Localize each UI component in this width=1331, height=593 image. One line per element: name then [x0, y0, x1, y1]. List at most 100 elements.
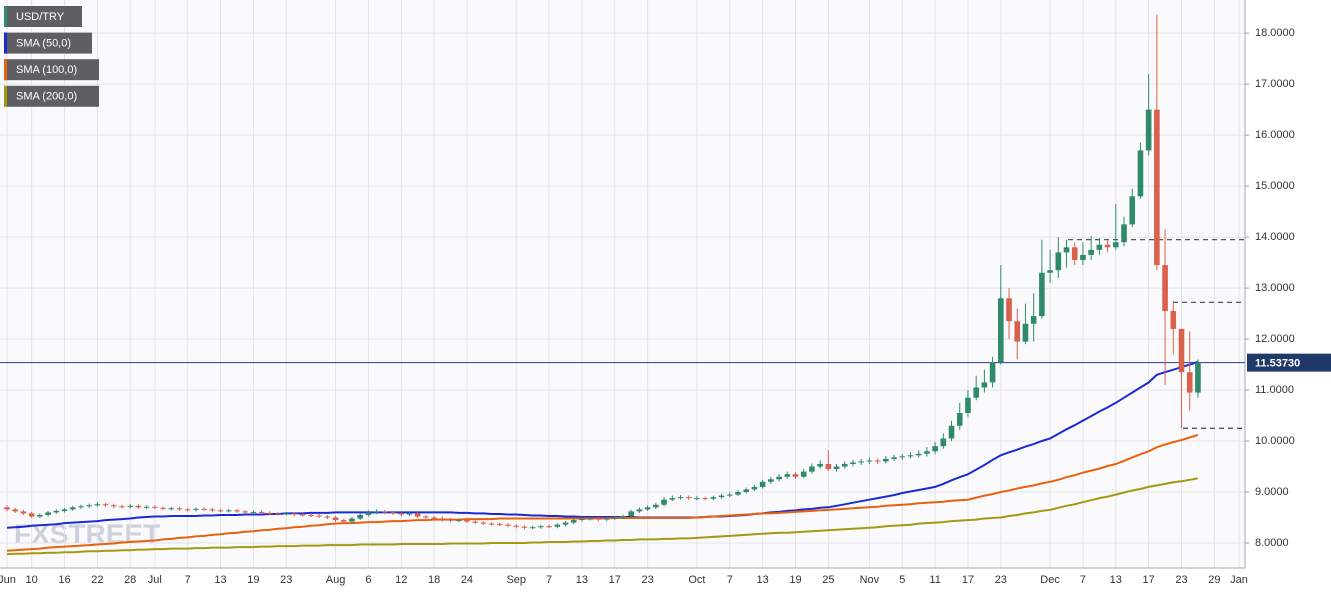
candle-body — [135, 505, 142, 508]
candle-body — [349, 518, 355, 522]
x-tick-label: 13 — [576, 574, 588, 586]
candle-body — [579, 519, 585, 521]
x-tick-label: 24 — [461, 574, 473, 586]
x-tick-label: 13 — [1110, 574, 1122, 586]
candle-body — [833, 466, 840, 470]
sma-line — [6, 361, 1199, 529]
candle-body — [488, 523, 495, 525]
candle-body — [4, 507, 10, 510]
candle-body — [809, 466, 815, 472]
candle-body — [382, 511, 388, 513]
x-tick-label: Nov — [860, 574, 880, 586]
candle-body — [1039, 272, 1045, 317]
candle-body — [176, 508, 183, 510]
candle-body — [1121, 224, 1127, 243]
candle-body — [595, 518, 602, 520]
x-tick-label: 7 — [185, 574, 191, 586]
candle-body — [850, 462, 856, 464]
candle-body — [258, 511, 265, 513]
candle-body — [554, 524, 561, 527]
candle-body — [431, 517, 437, 519]
candle-body — [825, 463, 832, 470]
x-tick-label: 23 — [1175, 574, 1187, 586]
candle-body — [718, 495, 725, 498]
candle-body — [726, 494, 733, 496]
candle-body — [439, 518, 446, 520]
candle-body — [924, 451, 930, 454]
candle-body — [308, 514, 314, 516]
candle-body — [447, 519, 454, 521]
x-tick-label: 17 — [1143, 574, 1155, 586]
candle-body — [1088, 249, 1094, 255]
x-tick-label: 6 — [365, 574, 371, 586]
candle-body — [69, 507, 76, 510]
candle-body — [143, 506, 150, 508]
x-tick-label: 19 — [247, 574, 259, 586]
candle-body — [792, 474, 799, 477]
candle-body — [989, 362, 996, 383]
candle-body — [858, 461, 864, 463]
candle-body — [340, 520, 347, 522]
candle-body — [546, 526, 552, 528]
candle-body — [1104, 244, 1111, 248]
candle-body — [529, 527, 536, 529]
candle-body — [1145, 109, 1152, 151]
candle-body — [127, 505, 133, 507]
candle-body — [160, 507, 166, 509]
x-tick-label: Sep — [506, 574, 526, 586]
candle-body — [1055, 252, 1062, 271]
candle-body — [513, 525, 520, 527]
candle-body — [694, 498, 700, 500]
x-tick-label: Dec — [1040, 574, 1060, 586]
candle-body — [907, 455, 914, 457]
candle-body — [291, 513, 298, 515]
x-tick-label: Jan — [1230, 574, 1248, 586]
candle-body — [883, 458, 889, 462]
candle-body — [1129, 196, 1136, 225]
candle-body — [653, 504, 659, 508]
candle-body — [497, 524, 503, 526]
candle-body — [768, 479, 774, 482]
legend-label: USD/TRY — [16, 11, 65, 23]
candle-body — [1195, 362, 1201, 393]
candle-body — [455, 520, 462, 522]
candle-body — [283, 513, 290, 515]
candle-body — [759, 481, 766, 487]
candle-body — [406, 513, 413, 515]
candle-body — [110, 505, 117, 507]
candle-body — [505, 524, 511, 526]
candle-body — [570, 520, 577, 523]
candle-body — [628, 511, 635, 516]
candle-body — [28, 513, 35, 517]
candle-body — [899, 456, 906, 458]
candle-body — [932, 446, 938, 452]
x-tick-label: 11 — [929, 574, 940, 586]
x-tick-label: 17 — [609, 574, 621, 586]
candle-body — [751, 486, 758, 490]
legend-box — [4, 85, 99, 107]
legend-label: SMA (200,0) — [16, 91, 77, 103]
candle-body — [981, 382, 988, 388]
x-tick-label: 10 — [26, 574, 38, 586]
y-tick-label: 13.0000 — [1255, 282, 1295, 294]
y-tick-label: 9.0000 — [1255, 486, 1289, 498]
legend-label: SMA (100,0) — [16, 64, 77, 76]
y-tick-label: 10.0000 — [1255, 435, 1295, 447]
candle-body — [1071, 247, 1078, 261]
y-tick-label: 8.0000 — [1255, 537, 1289, 549]
sma-line — [6, 433, 1199, 552]
x-tick-label: 16 — [58, 574, 70, 586]
candle-body — [94, 504, 101, 506]
y-tick-label: 16.0000 — [1255, 129, 1295, 141]
candle-body — [973, 387, 979, 398]
candle-body — [209, 509, 216, 511]
candle-body — [423, 516, 429, 518]
candle-body — [776, 476, 782, 480]
candle-body — [891, 457, 897, 459]
candle-body — [1096, 244, 1103, 250]
candle-body — [316, 515, 322, 517]
candle-body — [390, 512, 396, 514]
x-tick-label: Jul — [148, 574, 162, 586]
